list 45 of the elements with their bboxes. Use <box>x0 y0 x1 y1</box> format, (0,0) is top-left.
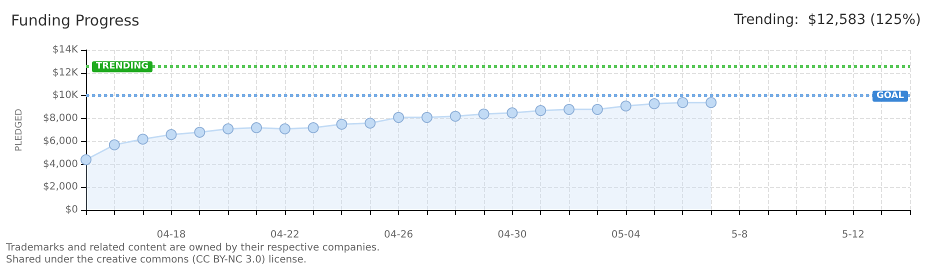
point <box>250 122 262 134</box>
y-tick-label: $4,000 <box>43 158 78 170</box>
point <box>194 126 206 138</box>
ref-line-label: TRENDING <box>96 62 148 72</box>
point <box>506 107 518 118</box>
point <box>620 100 632 112</box>
y-tick-label: $6,000 <box>43 136 78 147</box>
x-tick-label: 04-26 <box>384 230 414 240</box>
point <box>166 129 177 140</box>
y-tick-label: $8,000 <box>43 113 78 124</box>
point <box>450 110 461 122</box>
x-tick-label: 05-04 <box>611 230 640 240</box>
x-tick-label: 04-22 <box>270 230 300 240</box>
point <box>592 104 603 115</box>
point <box>535 105 546 116</box>
y-tick-label: $10K <box>52 90 78 102</box>
point <box>706 97 717 108</box>
y-tick-label: $12K <box>52 67 78 78</box>
x-tick-label: 04-30 <box>498 230 527 240</box>
x-tick-label: 04-18 <box>156 230 186 240</box>
point <box>308 122 319 134</box>
y-tick-label: $14K <box>52 44 78 56</box>
ref-line-label: GOAL <box>876 91 904 102</box>
y-tick-label: $0 <box>65 204 78 216</box>
y-tick-label: $2,000 <box>43 182 78 193</box>
point <box>564 104 575 115</box>
text: Shared under the creative commons (CC BY-NC 3.0) license. <box>6 254 307 266</box>
point <box>478 108 490 120</box>
point <box>393 112 404 123</box>
point <box>648 98 660 110</box>
point <box>222 123 234 134</box>
chart-subtitle: Trending: $12,583 (125%) <box>733 12 921 28</box>
x-tick-label: 5-8 <box>731 230 748 240</box>
point <box>80 154 92 166</box>
point <box>677 97 688 108</box>
point <box>279 123 290 134</box>
point <box>108 139 120 150</box>
text: Trademarks and related content are owned by their respective companies. <box>5 242 380 254</box>
y-axis-title: PLEDGED <box>14 108 24 152</box>
point <box>336 118 348 130</box>
chart-title: Funding Progress <box>11 12 140 30</box>
point <box>364 118 376 129</box>
x-tick-label: 5-12 <box>842 230 865 240</box>
point <box>137 134 148 145</box>
point <box>421 112 432 123</box>
